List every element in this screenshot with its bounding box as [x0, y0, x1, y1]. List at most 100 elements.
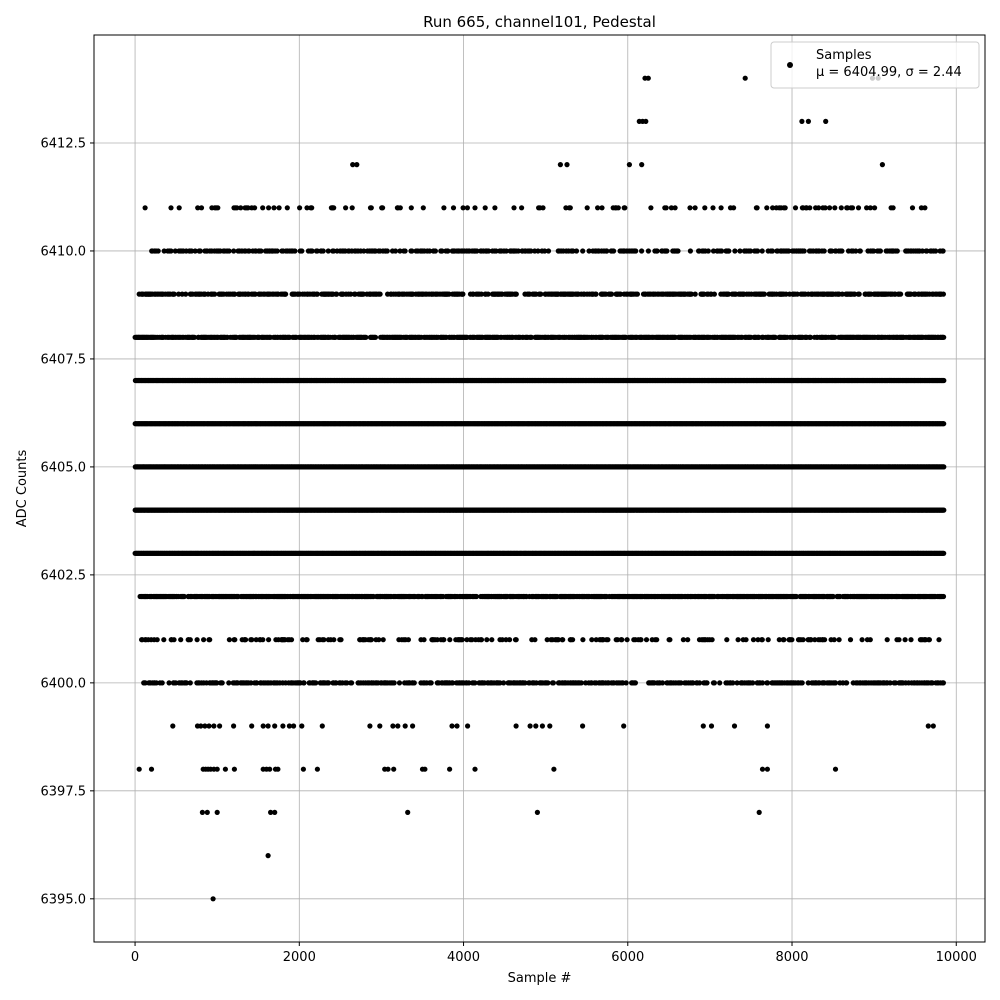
- data-point: [678, 680, 684, 686]
- data-point: [654, 637, 660, 643]
- data-point: [929, 680, 935, 686]
- data-point: [896, 637, 902, 643]
- data-point: [288, 637, 295, 643]
- data-point: [201, 637, 207, 643]
- data-point: [755, 637, 761, 643]
- data-point: [459, 637, 465, 643]
- data-point: [181, 593, 187, 600]
- data-point: [396, 680, 403, 686]
- data-point: [605, 637, 611, 643]
- data-point: [349, 680, 355, 686]
- data-point: [711, 680, 718, 686]
- grid: [94, 35, 985, 942]
- data-point: [936, 637, 942, 643]
- data-point: [232, 637, 238, 643]
- data-point: [532, 637, 538, 643]
- data-point: [643, 637, 650, 643]
- data-point: [831, 637, 837, 643]
- data-point: [781, 637, 787, 643]
- data-point: [765, 680, 771, 686]
- data-point: [776, 637, 782, 643]
- data-point: [836, 637, 842, 643]
- data-point: [734, 680, 740, 686]
- data-point: [304, 637, 310, 643]
- data-point: [478, 637, 485, 643]
- data-point: [326, 680, 332, 686]
- data-point: [941, 464, 947, 470]
- data-point: [499, 637, 505, 643]
- data-point: [507, 637, 513, 643]
- data-point: [473, 593, 480, 600]
- data-point: [799, 680, 805, 686]
- data-point: [926, 637, 933, 643]
- data-point: [908, 637, 914, 643]
- data-point: [902, 637, 908, 643]
- data-point: [300, 637, 306, 643]
- data-point: [489, 637, 495, 643]
- data-point: [544, 637, 550, 643]
- data-point: [940, 593, 947, 600]
- data-point: [859, 637, 865, 643]
- data-point: [153, 680, 159, 686]
- data-point: [743, 637, 749, 643]
- data-point: [550, 680, 557, 686]
- data-point: [765, 637, 771, 643]
- data-points: [132, 75, 947, 902]
- data-point: [697, 680, 703, 686]
- data-point: [248, 680, 254, 686]
- data-point: [376, 637, 382, 643]
- data-point: [724, 637, 730, 643]
- data-point: [159, 680, 165, 686]
- data-point: [704, 680, 710, 686]
- data-point: [497, 680, 503, 686]
- data-point: [411, 680, 417, 686]
- data-point: [501, 680, 507, 686]
- data-point: [735, 637, 741, 643]
- data-point: [847, 637, 854, 643]
- data-point: [447, 637, 453, 643]
- data-point: [450, 680, 456, 686]
- data-point: [580, 637, 586, 643]
- data-point: [667, 637, 673, 643]
- data-point: [659, 680, 666, 686]
- data-point: [522, 680, 528, 686]
- data-point: [368, 637, 374, 643]
- data-point: [441, 637, 447, 643]
- data-point: [759, 680, 766, 686]
- data-point: [183, 680, 190, 686]
- data-point: [685, 637, 691, 643]
- data-point: [555, 637, 562, 643]
- data-point: [750, 637, 757, 643]
- data-point: [428, 680, 434, 686]
- data-point: [154, 637, 160, 643]
- data-point: [941, 507, 947, 513]
- data-point: [709, 637, 715, 643]
- data-point: [472, 680, 478, 686]
- data-point: [421, 637, 427, 643]
- data-point: [884, 637, 890, 643]
- data-point: [301, 680, 307, 686]
- data-point: [800, 637, 806, 643]
- data-point: [249, 637, 255, 643]
- data-point: [941, 550, 947, 556]
- data-point: [161, 637, 167, 643]
- data-point: [887, 680, 893, 686]
- data-point: [207, 637, 213, 643]
- data-point: [624, 637, 630, 643]
- data-point: [171, 637, 177, 643]
- data-point: [313, 680, 319, 686]
- data-point: [578, 680, 584, 686]
- data-point: [822, 637, 828, 643]
- data-point: [344, 680, 350, 686]
- data-point: [632, 680, 639, 686]
- data-point: [812, 637, 818, 643]
- data-point: [830, 593, 836, 600]
- data-point: [338, 637, 344, 643]
- data-point: [844, 680, 850, 686]
- data-point: [266, 637, 272, 643]
- data-point: [730, 680, 736, 686]
- data-point: [253, 637, 259, 643]
- data-point: [614, 637, 621, 643]
